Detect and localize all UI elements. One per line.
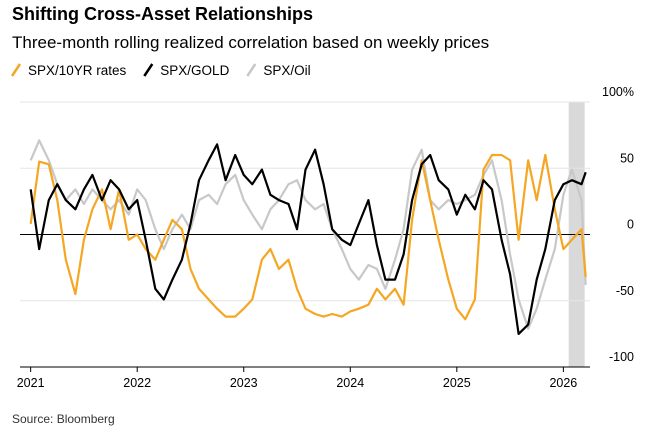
x-tick-label: 2022 bbox=[123, 376, 151, 390]
series-line bbox=[29, 143, 587, 335]
legend-swatch bbox=[10, 63, 22, 77]
x-tick-label: 2025 bbox=[443, 376, 471, 390]
y-tick-label: -100 bbox=[609, 350, 634, 364]
legend-label: SPX/Oil bbox=[263, 63, 310, 78]
legend-label: SPX/10YR rates bbox=[28, 63, 127, 78]
x-tick-label: 2024 bbox=[336, 376, 364, 390]
y-tick-label: 100% bbox=[602, 85, 634, 99]
x-tick-label: 2023 bbox=[230, 376, 258, 390]
chart-title: Shifting Cross-Asset Relationships bbox=[12, 4, 313, 24]
y-tick-label: 0 bbox=[627, 218, 634, 232]
series-line bbox=[29, 153, 587, 321]
legend-swatch bbox=[246, 63, 257, 77]
x-tick-label: 2021 bbox=[17, 376, 45, 390]
y-tick-label: 50 bbox=[620, 151, 634, 165]
chart-subtitle: Three-month rolling realized correlation… bbox=[12, 33, 489, 52]
series-line bbox=[29, 139, 587, 330]
x-tick-label: 2026 bbox=[549, 376, 577, 390]
legend-label: SPX/GOLD bbox=[160, 63, 229, 78]
y-tick-label: -50 bbox=[616, 284, 634, 298]
source: Source: Bloomberg bbox=[12, 412, 115, 426]
legend-swatch bbox=[143, 63, 154, 77]
